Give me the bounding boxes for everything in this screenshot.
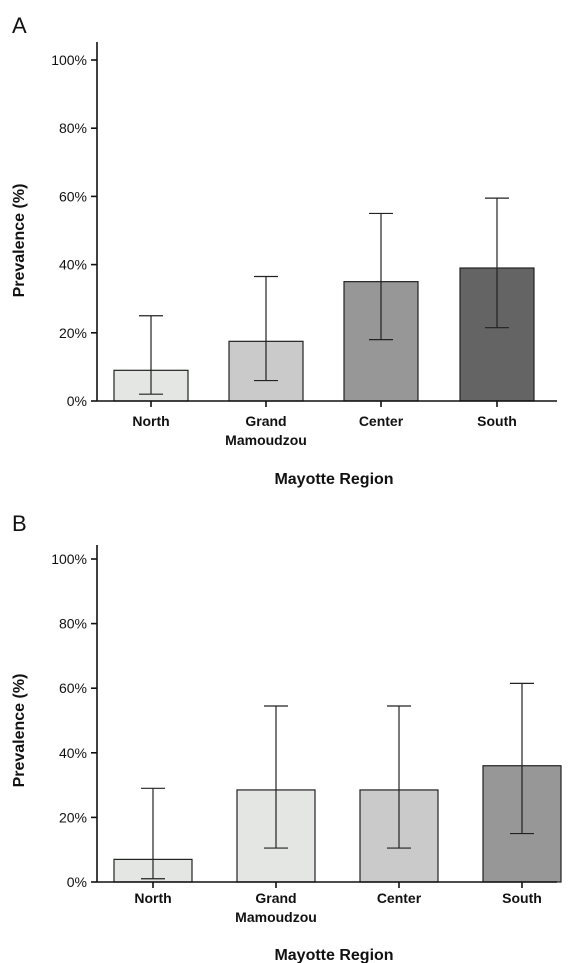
chart-panel-a: A 0% 20% 40% 60% 80% 100% North Grand Mamoudzou Ce… bbox=[11, 13, 557, 488]
y-tick-label: 100% bbox=[51, 52, 87, 68]
category-label: Grand Mamoudzou bbox=[235, 890, 317, 925]
error-bar bbox=[387, 705, 411, 849]
y-axis-title: Prevalence (%) bbox=[11, 674, 28, 788]
category-label: Center bbox=[359, 413, 404, 429]
x-axis-title: Mayotte Region bbox=[274, 947, 393, 963]
error-bar bbox=[254, 275, 278, 382]
y-tick-label: 100% bbox=[51, 551, 87, 567]
y-tick-label: 0% bbox=[67, 874, 87, 890]
panel-label: B bbox=[12, 511, 27, 536]
x-axis-title: Mayotte Region bbox=[274, 471, 393, 488]
panel-label: A bbox=[12, 13, 27, 38]
y-tick-label: 20% bbox=[59, 325, 87, 341]
error-bar bbox=[510, 682, 534, 835]
category-label: Grand Mamoudzou bbox=[225, 413, 307, 448]
error-bar bbox=[139, 315, 163, 395]
y-tick-label: 80% bbox=[59, 120, 87, 136]
error-bar bbox=[369, 212, 393, 341]
y-tick-label: 20% bbox=[59, 809, 87, 825]
error-bar bbox=[141, 787, 165, 880]
y-axis-title: Prevalence (%) bbox=[11, 184, 28, 298]
y-tick-label: 40% bbox=[59, 745, 87, 761]
category-label: Center bbox=[377, 890, 422, 906]
y-tick-label: 80% bbox=[59, 616, 87, 632]
y-tick-label: 60% bbox=[59, 188, 87, 204]
chart-panel-b: B 0% 20% 40% 60% 80% 100% North Grand Mamoudzou Ce… bbox=[11, 511, 562, 963]
y-tick-label: 60% bbox=[59, 680, 87, 696]
error-bar bbox=[485, 197, 509, 329]
category-label: South bbox=[502, 890, 542, 906]
y-tick-label: 0% bbox=[67, 393, 87, 409]
category-label: North bbox=[132, 413, 169, 429]
category-label: North bbox=[134, 890, 171, 906]
error-bar bbox=[264, 705, 288, 849]
category-label: South bbox=[477, 413, 517, 429]
y-tick-label: 40% bbox=[59, 257, 87, 273]
